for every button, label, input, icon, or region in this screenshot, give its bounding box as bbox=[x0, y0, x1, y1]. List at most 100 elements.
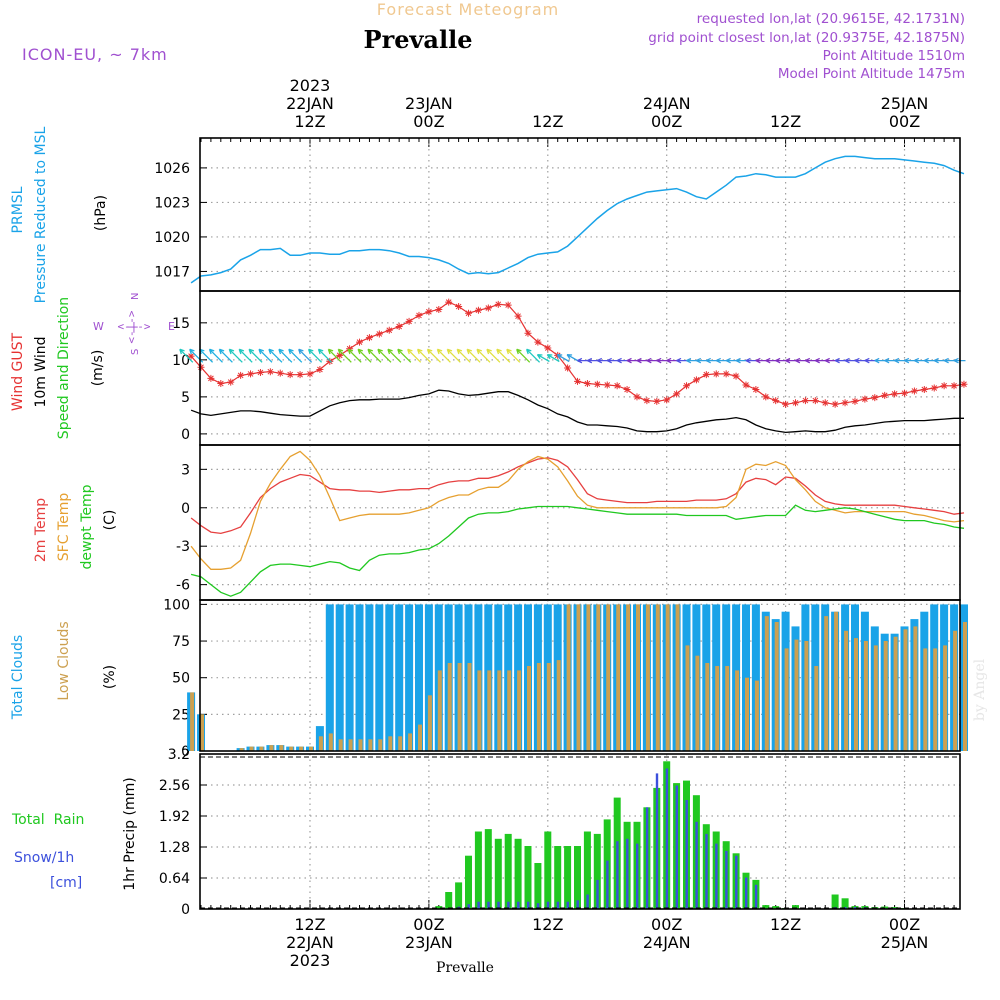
wind-direction-arrow bbox=[705, 357, 718, 364]
wind-direction-arrow bbox=[805, 357, 817, 364]
gust-marker bbox=[484, 304, 492, 312]
rain-bar bbox=[494, 838, 502, 909]
wind-direction-arrow bbox=[834, 357, 847, 364]
gust-marker bbox=[296, 371, 304, 379]
low-cloud-bar bbox=[695, 655, 700, 751]
model-altitude: Model Point Altitude 1475m bbox=[778, 66, 965, 82]
wind-direction-arrow bbox=[914, 357, 926, 364]
gust-marker bbox=[256, 368, 264, 376]
temperature-panel: -6 -3 0 3 bbox=[176, 444, 965, 601]
gust-marker bbox=[960, 380, 968, 388]
low-cloud-bar bbox=[487, 670, 492, 751]
low-cloud-bar bbox=[804, 641, 809, 751]
wind-direction-arrow bbox=[725, 357, 738, 364]
snow-bar bbox=[566, 901, 569, 909]
low-cloud-bar bbox=[953, 630, 958, 751]
low-cloud-bar bbox=[249, 746, 254, 751]
low-cloud-bar bbox=[289, 746, 294, 751]
wind-frame bbox=[199, 290, 961, 446]
wind-direction-arrow bbox=[587, 357, 599, 364]
cloud-label-total: Total Clouds bbox=[10, 635, 26, 720]
rain-bar bbox=[583, 831, 591, 909]
gust-marker bbox=[712, 370, 720, 378]
wind-direction-arrow bbox=[407, 348, 422, 363]
wind-direction-arrow bbox=[923, 357, 936, 364]
low-cloud-bar bbox=[437, 670, 442, 751]
gust-marker bbox=[742, 381, 750, 389]
y-tick-label: 5 bbox=[181, 390, 190, 406]
gust-marker bbox=[673, 390, 681, 398]
dewpt-line bbox=[190, 504, 965, 597]
wind-direction-arrow bbox=[943, 357, 956, 364]
snow-bar bbox=[487, 901, 490, 909]
rain-bar bbox=[465, 855, 472, 909]
y-tick-label: 1.28 bbox=[159, 840, 190, 856]
gust-marker bbox=[474, 306, 482, 314]
low-cloud-bar bbox=[824, 616, 829, 751]
low-cloud-bar bbox=[457, 663, 462, 751]
low-cloud-bar bbox=[576, 604, 581, 751]
y-tick-label: -3 bbox=[176, 539, 190, 555]
top-time-label: 12Z bbox=[532, 112, 563, 131]
rain-bar bbox=[762, 905, 770, 909]
temp-labels: 2m Temp SFC Temp dewpt Temp (C) bbox=[33, 484, 118, 569]
wind-direction-arrow bbox=[298, 348, 313, 363]
y-tick-label: 75 bbox=[172, 634, 190, 650]
gust-marker bbox=[683, 382, 691, 390]
top-time-label: 25JAN bbox=[881, 94, 929, 113]
low-cloud-bar bbox=[527, 666, 531, 751]
total-cloud-bar bbox=[335, 604, 344, 751]
low-cloud-bar bbox=[477, 670, 482, 751]
top-time-label: 24JAN bbox=[643, 94, 691, 113]
wind-direction-arrow bbox=[626, 357, 639, 364]
grid-point-coords: grid point closest lon,lat (20.9375E, 42… bbox=[648, 30, 965, 46]
compass-rose: N S W E <-|-> <-|-> bbox=[93, 293, 175, 355]
pressure-unit: (hPa) bbox=[93, 195, 109, 231]
gust-marker bbox=[445, 298, 453, 306]
gust-marker bbox=[603, 381, 611, 389]
low-cloud-bar bbox=[190, 692, 195, 751]
top-time-label: 00Z bbox=[413, 112, 444, 131]
gust-marker bbox=[286, 371, 294, 379]
gust-marker bbox=[881, 391, 889, 399]
wind-direction-arrow bbox=[337, 348, 352, 363]
bottom-time-label: 23JAN bbox=[405, 933, 453, 952]
low-cloud-bar bbox=[348, 739, 353, 751]
low-cloud-bar bbox=[358, 739, 363, 751]
wind-direction-arrow bbox=[179, 348, 194, 363]
rain-bar bbox=[772, 906, 780, 909]
wind-direction-arrow bbox=[327, 348, 342, 363]
low-cloud-bar bbox=[675, 604, 680, 751]
snow-bar bbox=[477, 901, 480, 909]
snow-bar bbox=[497, 901, 500, 909]
compass-n: N bbox=[130, 293, 141, 300]
rain-bar bbox=[831, 894, 839, 909]
gust-marker bbox=[861, 395, 869, 403]
low-cloud-bar bbox=[794, 639, 799, 751]
low-cloud-bar bbox=[903, 629, 908, 751]
gust-marker bbox=[792, 399, 800, 407]
rain-bar bbox=[544, 831, 552, 909]
gust-marker bbox=[891, 390, 899, 398]
low-cloud-bar bbox=[200, 714, 204, 751]
y-tick-label: 25 bbox=[172, 707, 190, 723]
bottom-time-label: 25JAN bbox=[881, 933, 929, 952]
cloud-label-low: Low Clouds bbox=[56, 621, 72, 700]
wind-direction-arrow bbox=[646, 357, 659, 364]
low-cloud-bar bbox=[596, 604, 601, 751]
snow-bar bbox=[854, 907, 857, 909]
total-cloud-bar bbox=[405, 604, 414, 751]
wind-direction-arrow bbox=[416, 348, 432, 363]
gust-marker bbox=[811, 397, 819, 405]
compass-w: W bbox=[93, 320, 104, 333]
total-cloud-bar bbox=[424, 604, 433, 751]
gust-marker bbox=[336, 351, 344, 359]
low-cloud-bar bbox=[586, 604, 591, 751]
y-tick-label: 1017 bbox=[154, 264, 190, 280]
gust-marker bbox=[356, 338, 364, 346]
low-cloud-bar bbox=[259, 746, 264, 751]
y-tick-label: -6 bbox=[176, 578, 190, 594]
low-cloud-bar bbox=[863, 641, 868, 751]
model-label: ICON-EU, ~ 7km bbox=[22, 45, 168, 64]
